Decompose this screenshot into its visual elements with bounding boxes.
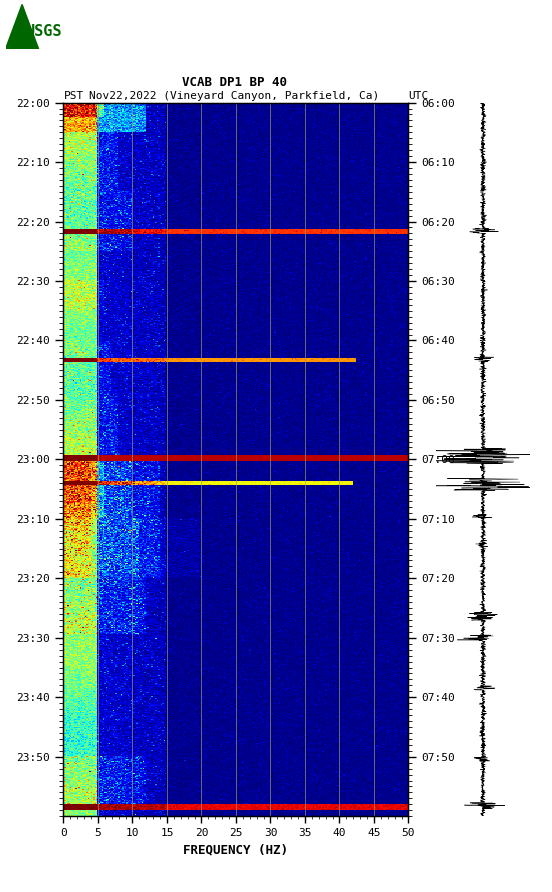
Text: PST: PST bbox=[63, 91, 84, 101]
Text: Nov22,2022 (Vineyard Canyon, Parkfield, Ca): Nov22,2022 (Vineyard Canyon, Parkfield, … bbox=[89, 91, 380, 101]
Polygon shape bbox=[6, 4, 39, 49]
Text: UTC: UTC bbox=[408, 91, 429, 101]
Text: VCAB DP1 BP 40: VCAB DP1 BP 40 bbox=[182, 76, 287, 89]
X-axis label: FREQUENCY (HZ): FREQUENCY (HZ) bbox=[183, 844, 289, 856]
Text: USGS: USGS bbox=[25, 24, 62, 38]
